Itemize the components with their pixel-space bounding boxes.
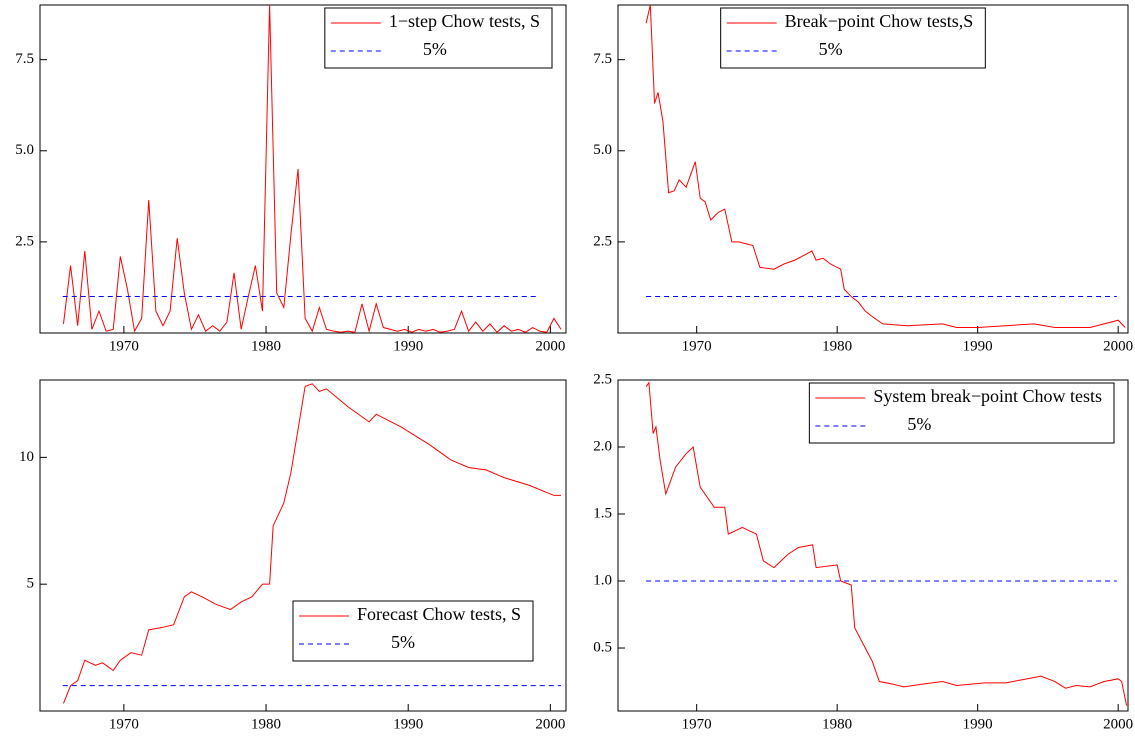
- x-tick-label: 2000: [1103, 716, 1133, 732]
- y-tick-label: 7.5: [15, 51, 34, 67]
- x-tick-label: 1980: [822, 338, 852, 354]
- x-tick-label: 1990: [963, 716, 993, 732]
- legend-box: [292, 600, 534, 662]
- legend-label: Forecast Chow tests, S: [357, 604, 521, 624]
- panel: 1970 1980 1990 2000 2.5 5.0 7.5 1−step Chow tes…: [15, 4, 567, 354]
- data-line: [645, 4, 1126, 329]
- data-line: [645, 381, 1128, 706]
- x-tick-label: 1980: [251, 716, 281, 732]
- legend-box: [324, 7, 553, 69]
- panel: 1970 1980 1990 2000 0.5 1.0 1.5 2.0 2.5 System br…: [593, 371, 1133, 732]
- legend-label: 5%: [819, 39, 843, 59]
- x-tick-label: 2000: [1103, 338, 1133, 354]
- plot-frame: [617, 379, 1129, 712]
- legend: 1−step Chow tests, S 5%: [324, 7, 553, 69]
- y-tick-label: 2.0: [593, 438, 612, 454]
- legend-label: 5%: [907, 414, 931, 434]
- x-tick-label: 1990: [393, 716, 423, 732]
- legend-box: [808, 382, 1115, 444]
- legend-label: 1−step Chow tests, S: [389, 11, 540, 31]
- data-line: [62, 4, 562, 334]
- y-tick-label: 1.5: [593, 505, 612, 521]
- plot-frame: [39, 4, 567, 334]
- x-tick-label: 1990: [963, 338, 993, 354]
- y-tick-label: 7.5: [593, 51, 612, 67]
- legend-label: Break−point Chow tests,S: [785, 11, 974, 31]
- y-tick-label: 0.5: [593, 639, 612, 655]
- legend: Break−point Chow tests,S 5%: [720, 7, 986, 69]
- legend-label: 5%: [423, 39, 447, 59]
- y-tick-label: 2.5: [593, 233, 612, 249]
- y-tick-label: 1.0: [593, 572, 612, 588]
- y-tick-label: 10: [19, 449, 34, 465]
- x-tick-label: 1980: [822, 716, 852, 732]
- x-tick-label: 1970: [109, 338, 139, 354]
- x-tick-label: 1970: [682, 338, 712, 354]
- x-tick-label: 2000: [535, 716, 565, 732]
- y-tick-label: 5.0: [15, 142, 34, 158]
- plot-frame: [39, 379, 567, 712]
- x-tick-label: 1970: [109, 716, 139, 732]
- legend-label: System break−point Chow tests: [873, 386, 1102, 406]
- y-tick-label: 2.5: [15, 233, 34, 249]
- y-tick-label: 5: [27, 576, 35, 592]
- x-tick-label: 1980: [251, 338, 281, 354]
- x-tick-label: 1970: [682, 716, 712, 732]
- legend-label: 5%: [391, 632, 415, 652]
- y-tick-label: 5.0: [593, 142, 612, 158]
- legend-box: [720, 7, 986, 69]
- panel: 1970 1980 1990 2000 2.5 5.0 7.5 Break−point Cho…: [593, 4, 1133, 354]
- y-tick-label: 2.5: [593, 371, 612, 387]
- x-tick-label: 2000: [535, 338, 565, 354]
- x-tick-label: 1990: [393, 338, 423, 354]
- plot-frame: [617, 4, 1129, 334]
- legend: Forecast Chow tests, S 5%: [292, 600, 534, 662]
- panel: 1970 1980 1990 2000 5 10 Forecast Chow tests, …: [19, 379, 567, 732]
- legend: System break−point Chow tests 5%: [808, 382, 1115, 444]
- data-line: [62, 383, 562, 704]
